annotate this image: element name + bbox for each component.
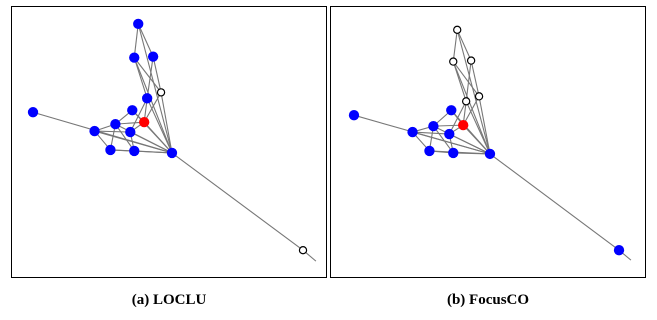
edge-side-query — [462, 96, 480, 126]
edge-upper-left-hub — [452, 61, 491, 155]
network-graph-focusco — [348, 25, 632, 261]
edge-upper-right-side — [470, 60, 480, 97]
edge-bottom-mid-hub — [134, 150, 173, 154]
edge-upper-left-hub — [133, 57, 173, 154]
node-far-left — [348, 110, 360, 121]
edge-mid-left-hub — [450, 109, 491, 155]
edge-upper-right-mid-high — [465, 60, 472, 102]
node-side — [474, 92, 484, 101]
node-hub — [166, 147, 178, 159]
node-upper-right — [147, 51, 159, 62]
node-query — [458, 119, 469, 131]
edge-hub-far-right — [489, 153, 620, 251]
edge-side-hub — [478, 96, 491, 155]
caption-loclu: (a) LOCLU — [131, 292, 207, 308]
node-bottom-left — [424, 145, 435, 157]
edge-left-b-bottom-mid — [432, 125, 454, 154]
node-top — [133, 18, 144, 30]
edge-mid-left-hub — [131, 109, 173, 154]
edge-top-upper-left — [133, 23, 139, 58]
node-upper-right — [466, 56, 476, 65]
node-query — [139, 116, 150, 128]
edge-mid-high-hub — [146, 98, 173, 154]
node-left-a — [89, 125, 100, 137]
panel-focusco — [330, 6, 646, 278]
network-graph-loclu — [27, 18, 317, 262]
edge-hub-far-right — [171, 152, 304, 251]
node-far-right — [613, 245, 625, 256]
node-left-a — [407, 126, 418, 138]
edge-upper-left-side — [452, 61, 480, 97]
edge-side-hub — [160, 92, 173, 154]
edge-center-hub — [449, 133, 491, 155]
node-far-right — [298, 246, 308, 255]
node-bottom-mid — [448, 147, 459, 159]
node-side — [156, 88, 166, 97]
node-bottom-left — [105, 144, 116, 156]
node-upper-left — [449, 57, 458, 66]
edge-top-upper-right — [456, 29, 472, 61]
edge-upper-right-side — [152, 56, 162, 93]
edge-left-a-center — [412, 131, 450, 135]
node-mid-high — [142, 93, 153, 104]
edge-top-hub — [137, 23, 173, 154]
node-mid-left — [127, 105, 138, 116]
node-mid-left — [446, 105, 457, 116]
edge-bottom-mid-hub — [453, 152, 491, 155]
node-left-b — [428, 120, 439, 132]
edge-center-hub — [130, 131, 173, 154]
edge-top-upper-left — [452, 29, 458, 62]
node-top — [453, 25, 462, 34]
node-center — [125, 126, 136, 138]
node-upper-left — [129, 52, 140, 63]
edge-left-a-center — [94, 130, 131, 133]
node-bottom-mid — [129, 145, 140, 157]
edge-top-upper-right — [137, 23, 154, 57]
caption-focusco: (b) FocusCO — [446, 292, 530, 308]
edge-left-b-bottom-mid — [114, 123, 135, 152]
node-hub — [484, 148, 496, 160]
edge-top-hub — [456, 29, 491, 155]
node-center — [444, 128, 455, 140]
edge-upper-left-side — [133, 57, 162, 93]
edge-mid-high-center — [129, 98, 148, 133]
node-mid-high — [461, 97, 471, 106]
edge-side-query — [143, 92, 162, 123]
panel-loclu — [11, 6, 327, 278]
edge-mid-high-hub — [465, 101, 491, 155]
node-left-b — [110, 118, 121, 130]
edge-left-a-hub — [94, 130, 173, 154]
node-far-left — [27, 107, 39, 118]
